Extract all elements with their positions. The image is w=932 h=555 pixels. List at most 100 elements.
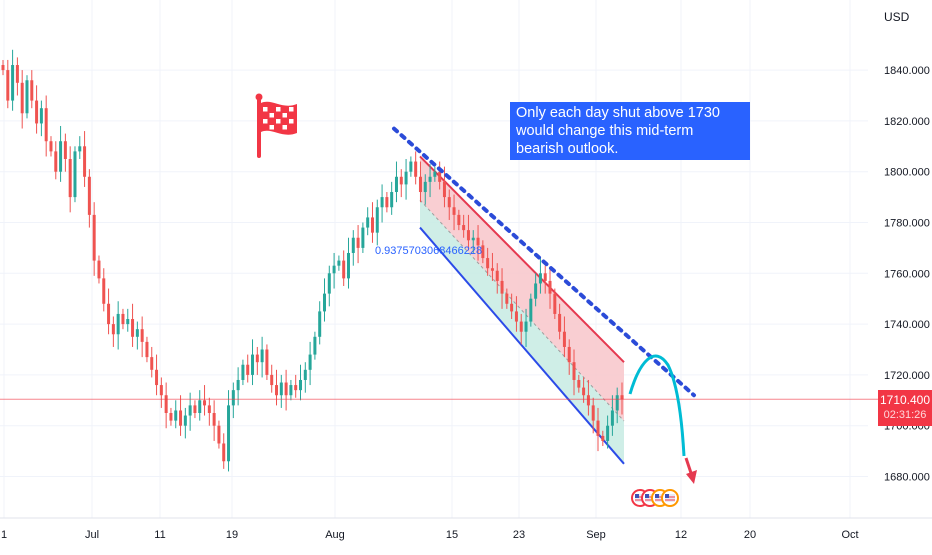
candle-body <box>97 260 101 279</box>
overlays: 0.9375703068466228 <box>0 93 878 507</box>
event-badge-flag <box>665 494 675 502</box>
candle-body <box>433 171 437 177</box>
candle-body <box>610 410 614 426</box>
candle-body <box>327 273 331 294</box>
candle-body <box>342 260 346 279</box>
candle-body <box>275 385 279 396</box>
candle-body <box>212 413 216 426</box>
candle-body <box>428 176 432 182</box>
x-tick-label: 19 <box>226 529 238 541</box>
event-badge-flag <box>635 494 645 502</box>
candle-body <box>44 108 48 142</box>
flag-pole-top <box>255 93 263 101</box>
candle-body <box>529 298 533 322</box>
channel-upper-line <box>419 155 625 363</box>
candle-body <box>179 410 183 426</box>
candle-body <box>390 192 394 208</box>
y-tick-label: 1760.000 <box>884 268 930 280</box>
candle-body <box>270 374 274 386</box>
x-axis[interactable]: 1 Jul 11 19 Aug 15 23 Sep 12 20 Oct <box>0 517 932 541</box>
candle-body <box>582 387 586 396</box>
candle-body <box>299 379 303 391</box>
candle-body <box>596 420 600 436</box>
candle-body <box>116 313 120 335</box>
candle-body <box>370 217 374 233</box>
candle-body <box>385 197 389 208</box>
y-axis[interactable]: 1680.0001700.0001720.0001740.0001760.000… <box>884 65 930 483</box>
candles <box>1 49 624 472</box>
candle-body <box>265 349 269 375</box>
candle-body <box>380 197 384 208</box>
candle-body <box>601 435 605 441</box>
candle-body <box>606 425 610 441</box>
candle-body <box>423 181 427 193</box>
candle-body <box>394 176 398 193</box>
x-tick-label: 11 <box>154 529 165 541</box>
candle-body <box>227 405 231 462</box>
event-badge-flag <box>645 494 655 502</box>
x-tick-label: Jul <box>85 529 99 541</box>
candle-body <box>414 161 418 177</box>
candle-body <box>519 321 523 332</box>
candle-body <box>481 245 485 259</box>
candle-body <box>83 146 87 177</box>
candle-body <box>159 385 163 396</box>
candle-body <box>193 405 197 413</box>
candle-body <box>447 197 451 208</box>
x-tick-label: 15 <box>446 529 458 541</box>
candle-body <box>322 293 326 312</box>
bar-countdown: 02:31:26 <box>883 409 927 421</box>
flag-check <box>269 125 274 130</box>
channel-upper-fill <box>420 156 624 421</box>
candle-body <box>25 80 29 114</box>
y-tick-label: 1720.000 <box>884 370 930 382</box>
candle-body <box>174 410 178 421</box>
candle-body <box>500 280 504 294</box>
candle-body <box>111 324 115 335</box>
candle-body <box>131 319 135 337</box>
candle-body <box>351 237 355 253</box>
candle-body <box>63 141 67 159</box>
x-tick-label: 1 <box>1 529 7 541</box>
candle-body <box>466 230 470 241</box>
candle-body <box>6 70 10 101</box>
price-channel[interactable] <box>419 155 625 465</box>
candle-body <box>332 265 336 274</box>
flag-check <box>289 107 294 112</box>
us-flag-event-icon <box>631 489 679 507</box>
candle-body <box>121 313 125 325</box>
flag-check <box>276 107 281 112</box>
candle-body <box>586 395 590 406</box>
candle-body <box>246 364 250 375</box>
candle-body <box>217 425 221 444</box>
candle-body <box>399 176 403 185</box>
candle-body <box>457 214 461 226</box>
candle-body <box>490 268 494 271</box>
candle-body <box>558 313 562 332</box>
candle-body <box>313 336 317 355</box>
candle-body <box>510 303 514 312</box>
y-tick-label: 1780.000 <box>884 218 930 230</box>
candle-body <box>438 171 442 182</box>
candle-body <box>577 379 581 388</box>
candle-body <box>442 181 446 198</box>
candle-body <box>59 141 63 172</box>
candle-body <box>572 362 576 380</box>
candle-body <box>615 395 619 411</box>
candle-body <box>39 108 43 124</box>
candle-body <box>87 176 91 215</box>
candle-body <box>346 252 350 279</box>
annotation-box[interactable]: Only each day shut above 1730 would chan… <box>510 102 750 160</box>
x-tick-label: Sep <box>586 529 606 541</box>
candle-body <box>514 311 518 322</box>
candle-body <box>155 369 159 386</box>
candle-body <box>49 141 53 152</box>
candle-body <box>284 382 288 396</box>
candle-body <box>20 82 24 114</box>
candle-body <box>102 278 106 304</box>
candle-body <box>375 207 379 233</box>
flag-check <box>276 119 281 124</box>
flag-check <box>263 119 268 124</box>
